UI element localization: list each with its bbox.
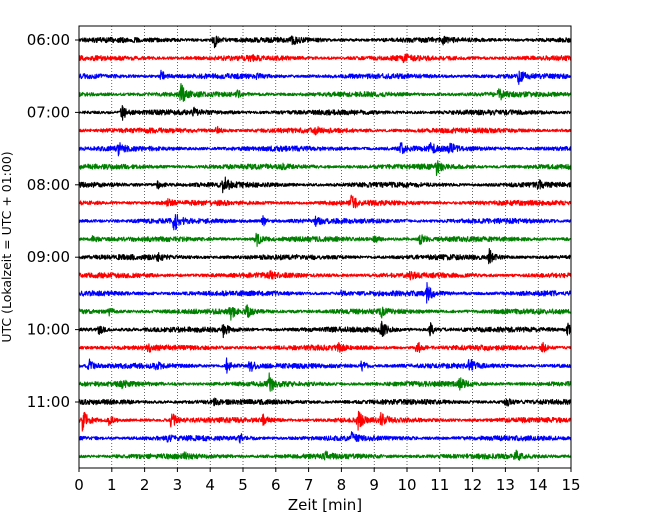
trace-0915 xyxy=(78,270,572,281)
trace-0945 xyxy=(78,304,572,321)
y-tick-label: 09:00 xyxy=(27,248,70,266)
x-axis-ticks: 0 1 2 3 4 5 6 7 8 9 10 11 12 13 14 15 xyxy=(74,468,581,494)
trace-0730 xyxy=(78,142,572,157)
y-tick-label: 10:00 xyxy=(27,321,70,339)
trace-0930 xyxy=(78,282,572,304)
trace-0815 xyxy=(78,194,572,209)
x-tick-label: 2 xyxy=(140,476,150,494)
plot-frame xyxy=(78,25,572,469)
trace-1145 xyxy=(78,449,572,461)
y-tick-label: 06:00 xyxy=(27,31,70,49)
trace-1000 xyxy=(78,320,572,339)
x-tick-label: 0 xyxy=(74,476,84,494)
trace-1115 xyxy=(78,410,572,432)
trace-0700 xyxy=(78,105,572,121)
trace-0615 xyxy=(78,53,572,64)
trace-0645 xyxy=(78,82,572,102)
x-tick-label: 13 xyxy=(496,476,515,494)
x-tick-label: 5 xyxy=(238,476,248,494)
x-tick-label: 1 xyxy=(107,476,117,494)
trace-0600 xyxy=(78,35,572,49)
y-tick-label: 07:00 xyxy=(27,103,70,121)
x-tick-label: 9 xyxy=(369,476,379,494)
x-tick-label: 15 xyxy=(561,476,580,494)
y-axis-label: UTC (Lokalzeit = UTC + 01:00) xyxy=(0,151,14,342)
y-tick-label: 11:00 xyxy=(27,393,70,411)
seismic-traces xyxy=(78,35,572,461)
trace-1100 xyxy=(78,397,572,407)
x-tick-label: 4 xyxy=(205,476,215,494)
y-axis-ticks: 06:00 07:00 08:00 09:00 10:00 11:00 xyxy=(27,31,79,411)
trace-0830 xyxy=(78,213,572,231)
trace-1030 xyxy=(78,357,572,374)
x-axis-label: Zeit [min] xyxy=(288,496,362,514)
x-tick-label: 14 xyxy=(529,476,548,494)
x-tick-label: 3 xyxy=(173,476,183,494)
x-tick-label: 7 xyxy=(304,476,314,494)
trace-0900 xyxy=(78,247,572,265)
x-tick-label: 10 xyxy=(397,476,416,494)
x-tick-label: 12 xyxy=(463,476,482,494)
trace-1130 xyxy=(78,431,572,444)
y-tick-label: 08:00 xyxy=(27,176,70,194)
x-tick-label: 11 xyxy=(430,476,449,494)
x-tick-label: 8 xyxy=(337,476,347,494)
trace-0845 xyxy=(78,232,572,247)
trace-1015 xyxy=(78,341,572,353)
trace-0800 xyxy=(78,176,572,194)
x-tick-label: 6 xyxy=(271,476,281,494)
trace-0630 xyxy=(78,69,572,85)
trace-0745 xyxy=(78,160,572,177)
trace-1045 xyxy=(78,372,572,392)
trace-0715 xyxy=(78,125,572,136)
